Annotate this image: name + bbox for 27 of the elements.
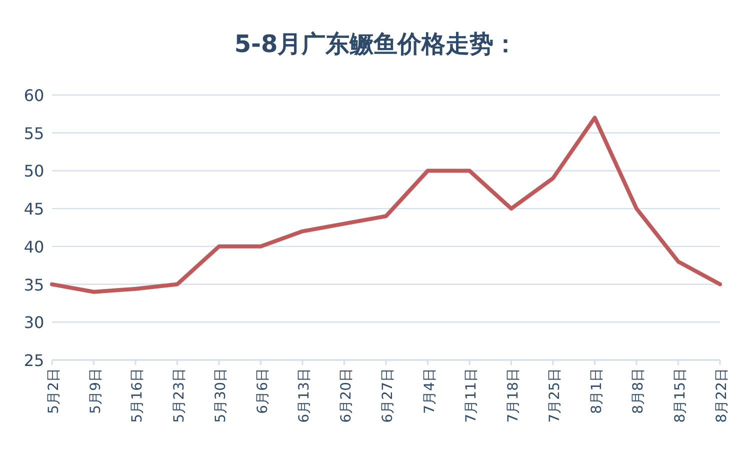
y-tick-label: 25 bbox=[24, 351, 44, 370]
y-tick-label: 35 bbox=[24, 275, 44, 294]
y-tick-label: 50 bbox=[24, 162, 44, 181]
x-tick-label: 6月6日 bbox=[254, 368, 271, 414]
x-tick-label: 8月8日 bbox=[630, 368, 646, 414]
y-tick-label: 30 bbox=[24, 313, 44, 332]
x-tick-label: 5月2日 bbox=[46, 368, 62, 414]
x-tick-label: 7月4日 bbox=[422, 368, 438, 414]
y-tick-label: 40 bbox=[24, 237, 44, 256]
chart-title: 5-8月广东鳜鱼价格走势： bbox=[234, 30, 518, 58]
y-tick-label: 60 bbox=[24, 86, 44, 105]
line-series bbox=[50, 116, 722, 294]
y-tick-label: 55 bbox=[24, 124, 44, 143]
x-tick-label: 5月9日 bbox=[88, 368, 104, 414]
x-tick-label: 6月13日 bbox=[296, 368, 312, 423]
x-tick-label: 6月27日 bbox=[380, 368, 396, 423]
x-tick-label: 7月25日 bbox=[547, 368, 563, 423]
x-tick-label: 5月16日 bbox=[130, 368, 146, 423]
y-tick-label: 45 bbox=[24, 200, 44, 219]
x-tick-label: 8月1日 bbox=[588, 368, 605, 414]
x-tick-label: 5月30日 bbox=[213, 368, 229, 423]
x-tick-label: 7月11日 bbox=[464, 368, 480, 423]
x-tick-label: 5月23日 bbox=[171, 368, 188, 423]
x-tick-label: 6月20日 bbox=[338, 368, 354, 423]
x-tick-label: 7月18日 bbox=[505, 368, 522, 423]
x-tick-label: 8月15日 bbox=[672, 368, 688, 423]
x-tick-label: 8月22日 bbox=[714, 368, 730, 423]
